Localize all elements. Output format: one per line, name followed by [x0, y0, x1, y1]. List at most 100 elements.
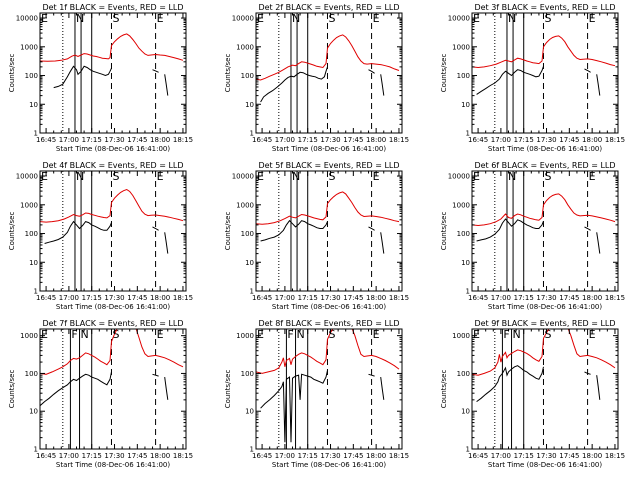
panel-title: Det 3f BLACK = Events, RED = LLD — [474, 3, 615, 12]
x-tick-label: 17:00 — [275, 452, 295, 460]
y-tick-label: 1 — [466, 446, 470, 454]
x-tick-label: 18:00 — [582, 452, 602, 460]
interval-flag-f: F — [71, 328, 77, 341]
x-tick-label: 17:30 — [536, 452, 556, 460]
series-lld — [472, 329, 616, 376]
y-tick-label: 1 — [34, 130, 38, 138]
y-tick-label: 1 — [34, 446, 38, 454]
y-tick-label: 1 — [466, 130, 470, 138]
x-tick-label: 18:00 — [582, 294, 602, 302]
plot-frame — [255, 12, 403, 134]
y-tick-label: 10 — [29, 259, 38, 267]
x-tick-label: 16:45 — [36, 136, 56, 144]
panel-title: Det 5f BLACK = Events, RED = LLD — [258, 161, 399, 170]
series-events — [476, 218, 601, 254]
x-tick-label: 17:45 — [127, 452, 147, 460]
panel-title: Det 2f BLACK = Events, RED = LLD — [258, 3, 399, 12]
plot-frame — [39, 12, 187, 134]
series-events — [53, 65, 169, 96]
panel-det-1: Det 1f BLACK = Events, RED = LLDENSE1101… — [8, 3, 193, 153]
x-tick-label: 18:00 — [582, 136, 602, 144]
x-tick-label: 16:45 — [468, 294, 488, 302]
interval-flag-s: S — [544, 170, 551, 183]
x-tick-label: 17:00 — [491, 294, 511, 302]
x-tick-label: 17:30 — [104, 294, 124, 302]
plot-frame — [471, 170, 619, 292]
x-tick-label: 17:00 — [59, 294, 79, 302]
y-tick-label: 10 — [245, 408, 254, 416]
y-tick-label: 100 — [457, 370, 470, 378]
y-tick-label: 10000 — [232, 173, 254, 181]
y-tick-label: 1000 — [236, 332, 254, 340]
panel-title: Det 9f BLACK = Events, RED = LLD — [474, 319, 615, 328]
x-tick-label: 18:00 — [366, 294, 386, 302]
x-tick-label: 18:00 — [366, 452, 386, 460]
y-axis-title: Counts/sec — [8, 54, 16, 93]
y-tick-label: 1000 — [452, 332, 470, 340]
plot-frame — [255, 170, 403, 292]
x-tick-label: 18:15 — [173, 136, 193, 144]
series-events — [260, 66, 385, 103]
x-tick-label: 17:45 — [559, 294, 579, 302]
x-axis-title: Start Time (08-Dec-06 16:41:00) — [488, 461, 602, 469]
x-tick-label: 18:15 — [389, 136, 409, 144]
series-events — [476, 66, 601, 96]
x-tick-label: 17:00 — [491, 452, 511, 460]
panel-title: Det 8f BLACK = Events, RED = LLD — [258, 319, 399, 328]
x-tick-label: 17:30 — [104, 452, 124, 460]
y-axis-title: Counts/sec — [440, 370, 448, 409]
x-tick-label: 17:45 — [343, 452, 363, 460]
x-tick-label: 17:15 — [82, 452, 102, 460]
y-tick-label: 10000 — [448, 173, 470, 181]
panel-det-5: Det 5f BLACK = Events, RED = LLDENSE1101… — [224, 161, 409, 311]
x-tick-label: 18:00 — [366, 136, 386, 144]
interval-flag-s: S — [328, 170, 335, 183]
interval-flag-n: N — [508, 170, 516, 183]
y-tick-label: 1 — [34, 288, 38, 296]
interval-flag-s: S — [544, 328, 551, 341]
y-tick-label: 10 — [245, 101, 254, 109]
x-tick-label: 17:45 — [343, 294, 363, 302]
panel-det-2: Det 2f BLACK = Events, RED = LLDENSE1101… — [224, 3, 409, 153]
y-tick-label: 10000 — [448, 15, 470, 23]
y-tick-label: 100 — [25, 370, 38, 378]
x-tick-label: 17:15 — [514, 136, 534, 144]
panel-title: Det 7f BLACK = Events, RED = LLD — [42, 319, 183, 328]
interval-flag-n: N — [297, 328, 305, 341]
x-tick-label: 16:45 — [252, 136, 272, 144]
x-axis-title: Start Time (08-Dec-06 16:41:00) — [488, 145, 602, 153]
x-tick-label: 17:15 — [514, 294, 534, 302]
x-tick-label: 17:15 — [298, 452, 318, 460]
y-tick-label: 10 — [29, 408, 38, 416]
panel-det-4: Det 4f BLACK = Events, RED = LLDENSE1101… — [8, 161, 193, 311]
x-tick-label: 18:15 — [389, 452, 409, 460]
x-tick-label: 17:45 — [127, 294, 147, 302]
panel-det-6: Det 6f BLACK = Events, RED = LLDENSE1101… — [440, 161, 625, 311]
x-tick-label: 16:45 — [252, 294, 272, 302]
y-axis-title: Counts/sec — [224, 54, 232, 93]
series-lld — [472, 193, 616, 227]
x-tick-label: 17:15 — [82, 294, 102, 302]
interval-flag-s: S — [112, 170, 119, 183]
interval-flag-e: E — [157, 170, 164, 183]
x-tick-label: 17:15 — [298, 136, 318, 144]
y-tick-label: 10 — [461, 408, 470, 416]
plot-frame — [255, 328, 403, 450]
y-tick-label: 1 — [466, 288, 470, 296]
x-tick-label: 17:00 — [59, 452, 79, 460]
x-tick-label: 18:00 — [150, 452, 170, 460]
x-axis-title: Start Time (08-Dec-06 16:41:00) — [272, 461, 386, 469]
series-lld — [40, 329, 184, 375]
y-tick-label: 1000 — [452, 201, 470, 209]
y-tick-label: 1 — [250, 446, 254, 454]
x-tick-label: 17:15 — [514, 452, 534, 460]
x-tick-label: 17:00 — [59, 136, 79, 144]
x-tick-label: 17:45 — [559, 136, 579, 144]
interval-flag-s: S — [328, 328, 335, 341]
x-tick-label: 17:00 — [275, 294, 295, 302]
series-lld — [256, 191, 400, 225]
